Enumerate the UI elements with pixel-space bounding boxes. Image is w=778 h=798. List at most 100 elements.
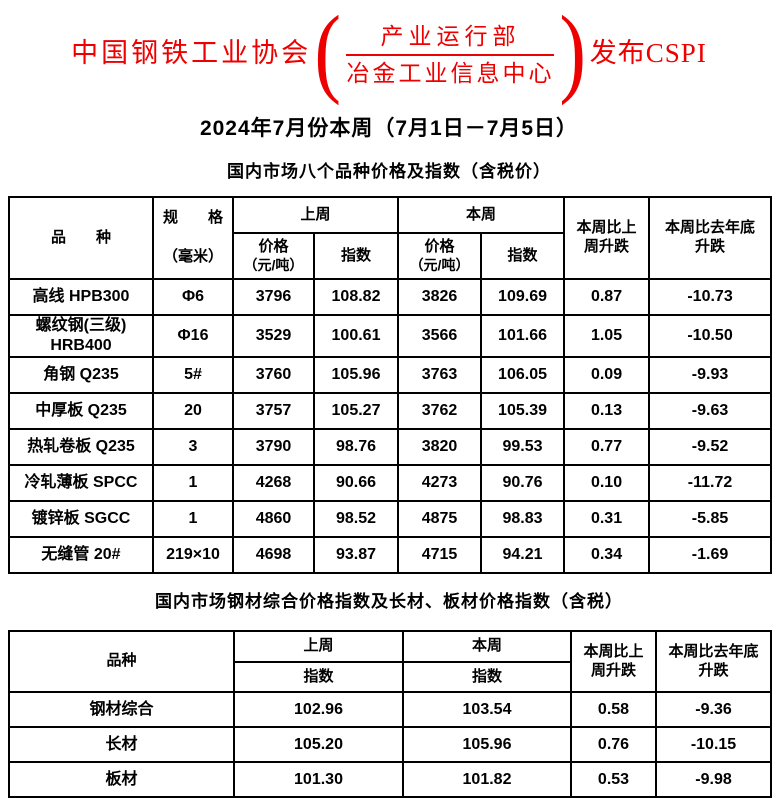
variety-cell: 螺纹钢(三级) HRB400 — [8, 314, 154, 358]
tw-price-cell: 3820 — [397, 428, 483, 466]
lw-index-cell: 105.27 — [312, 392, 400, 430]
lw-price-cell: 3529 — [232, 314, 315, 358]
lw-index-cell: 108.82 — [312, 278, 400, 316]
table-subheader-row: 价格 （元/吨） 指数 价格 （元/吨） 指数 — [9, 232, 771, 280]
wow-change-cell: 0.13 — [563, 392, 651, 430]
lw-price-cell: 3790 — [232, 428, 315, 466]
tw-index-cell: 109.69 — [480, 278, 566, 316]
col-header-spec: 规 格 （毫米） — [152, 196, 234, 280]
tw-index-cell: 105.96 — [402, 726, 572, 763]
table-row: 高线 HPB300 Φ6 3796 108.82 3826 109.69 0.8… — [8, 278, 773, 316]
ytd-change-cell: -1.69 — [648, 536, 773, 574]
variety-cell: 无缝管 20# — [8, 536, 154, 574]
table-row: 热轧卷板 Q235 3 3790 98.76 3820 99.53 0.77 -… — [8, 428, 773, 466]
col-header-lw-price: 价格 （元/吨） — [232, 232, 315, 280]
open-paren-glyph: ( — [314, 0, 342, 106]
ytd-change-cell: -9.63 — [648, 392, 773, 430]
tw-price-cell: 3826 — [397, 278, 483, 316]
table-row: 镀锌板 SGCC 1 4860 98.52 4875 98.83 0.31 -5… — [8, 500, 773, 538]
col-header-lw-index: 指数 — [312, 232, 400, 280]
spec-cell: 5# — [152, 356, 234, 394]
table1-title: 国内市场八个品种价格及指数（含税价） — [227, 162, 551, 181]
spec-cell: 3 — [152, 428, 234, 466]
ytd-change-cell: -9.93 — [648, 356, 773, 394]
ytd-change-cell: -9.52 — [648, 428, 773, 466]
wow-change-cell: 0.76 — [570, 726, 657, 763]
table-row: 无缝管 20# 219×10 4698 93.87 4715 94.21 0.3… — [8, 536, 773, 574]
tw-index-cell: 105.39 — [480, 392, 566, 430]
spec-cell: 20 — [152, 392, 234, 430]
tw-index-cell: 101.66 — [480, 314, 566, 358]
variety-price-table: 品 种 规 格 （毫米） 上周 本周 本周比上 周升跌 本周比去年底 升跌 价格… — [8, 196, 773, 574]
col-header-variety: 品 种 — [8, 196, 154, 280]
col-header-last-week: 上周 — [233, 630, 404, 663]
variety-cell: 中厚板 Q235 — [8, 392, 154, 430]
spec-cell: 1 — [152, 464, 234, 502]
tw-index-cell: 103.54 — [402, 691, 572, 728]
association-name: 中国钢铁工业协会 — [71, 38, 312, 69]
lw-index-cell: 90.66 — [312, 464, 400, 502]
table-row: 角钢 Q235 5# 3760 105.96 3763 106.05 0.09 … — [8, 356, 773, 394]
ytd-change-cell: -10.73 — [648, 278, 773, 316]
wow-change-cell: 1.05 — [563, 314, 651, 358]
variety-cell: 板材 — [8, 761, 235, 798]
table-header-row: 品 种 规 格 （毫米） 上周 本周 本周比上 周升跌 本周比去年底 升跌 — [8, 196, 773, 280]
tw-index-cell: 98.83 — [480, 500, 566, 538]
lw-index-cell: 102.96 — [233, 691, 404, 728]
spec-cell: 219×10 — [152, 536, 234, 574]
lw-price-cell: 3796 — [232, 278, 315, 316]
department-fraction: 产业运行部 冶金工业信息中心 — [346, 22, 555, 87]
lw-index-cell: 100.61 — [312, 314, 400, 358]
ytd-change-cell: -10.50 — [648, 314, 773, 358]
spec-cell: 1 — [152, 500, 234, 538]
ytd-change-cell: -10.15 — [655, 726, 772, 763]
variety-cell: 高线 HPB300 — [8, 278, 154, 316]
col-header-wow-change: 本周比上 周升跌 — [563, 196, 651, 280]
lw-price-cell: 3757 — [232, 392, 315, 430]
col-header-ytd-change: 本周比去年底 升跌 — [648, 196, 773, 280]
lw-index-cell: 98.76 — [312, 428, 400, 466]
spec-cell: Φ6 — [152, 278, 234, 316]
lw-price-cell: 4698 — [232, 536, 315, 574]
header-banner: 中国钢铁工业协会 ( 产业运行部 冶金工业信息中心 ) 发布CSPI — [0, 0, 778, 106]
tw-price-cell: 4875 — [397, 500, 483, 538]
table2-title: 国内市场钢材综合价格指数及长材、板材价格指数（含税） — [155, 592, 623, 611]
variety-cell: 长材 — [8, 726, 235, 763]
ytd-change-cell: -9.36 — [655, 691, 772, 728]
lw-index-cell: 105.96 — [312, 356, 400, 394]
spec-unit-label: （毫米） — [162, 248, 223, 266]
wow-change-cell: 0.09 — [563, 356, 651, 394]
table-row: 长材 105.20 105.96 0.76 -10.15 — [8, 726, 772, 763]
spec-cell: Φ16 — [152, 314, 234, 358]
department-bottom-label: 冶金工业信息中心 — [346, 61, 555, 86]
table-header-row: 品种 上周 本周 本周比上 周升跌 本周比去年底 升跌 — [8, 630, 772, 693]
ytd-change-cell: -9.98 — [655, 761, 772, 798]
spec-label: 规 格 — [162, 209, 223, 227]
tw-index-cell: 90.76 — [480, 464, 566, 502]
col-header-wow-change: 本周比上 周升跌 — [570, 630, 657, 693]
department-top-label: 产业运行部 — [346, 22, 555, 56]
col-header-this-week: 本周 — [397, 196, 566, 234]
period-title: 2024年7月份本周（7月1日－7月5日） — [199, 117, 579, 140]
col-header-tw-index: 指数 — [480, 232, 566, 280]
wow-change-cell: 0.58 — [570, 691, 657, 728]
tw-index-cell: 94.21 — [480, 536, 566, 574]
tw-price-cell: 3762 — [397, 392, 483, 430]
wow-change-cell: 0.10 — [563, 464, 651, 502]
table-row: 冷轧薄板 SPCC 1 4268 90.66 4273 90.76 0.10 -… — [8, 464, 773, 502]
lw-price-cell: 3760 — [232, 356, 315, 394]
tw-price-cell: 3566 — [397, 314, 483, 358]
tw-index-cell: 106.05 — [480, 356, 566, 394]
variety-cell: 冷轧薄板 SPCC — [8, 464, 154, 502]
table-row: 板材 101.30 101.82 0.53 -9.98 — [8, 761, 772, 798]
wow-change-cell: 0.87 — [563, 278, 651, 316]
tw-price-cell: 4715 — [397, 536, 483, 574]
variety-cell: 镀锌板 SGCC — [8, 500, 154, 538]
lw-index-cell: 105.20 — [233, 726, 404, 763]
wow-change-cell: 0.77 — [563, 428, 651, 466]
table-row: 螺纹钢(三级) HRB400 Φ16 3529 100.61 3566 101.… — [8, 314, 773, 358]
col-header-ytd-change: 本周比去年底 升跌 — [655, 630, 772, 693]
col-header-this-week: 本周 — [402, 630, 572, 663]
wow-change-cell: 0.34 — [563, 536, 651, 574]
lw-index-cell: 101.30 — [233, 761, 404, 798]
